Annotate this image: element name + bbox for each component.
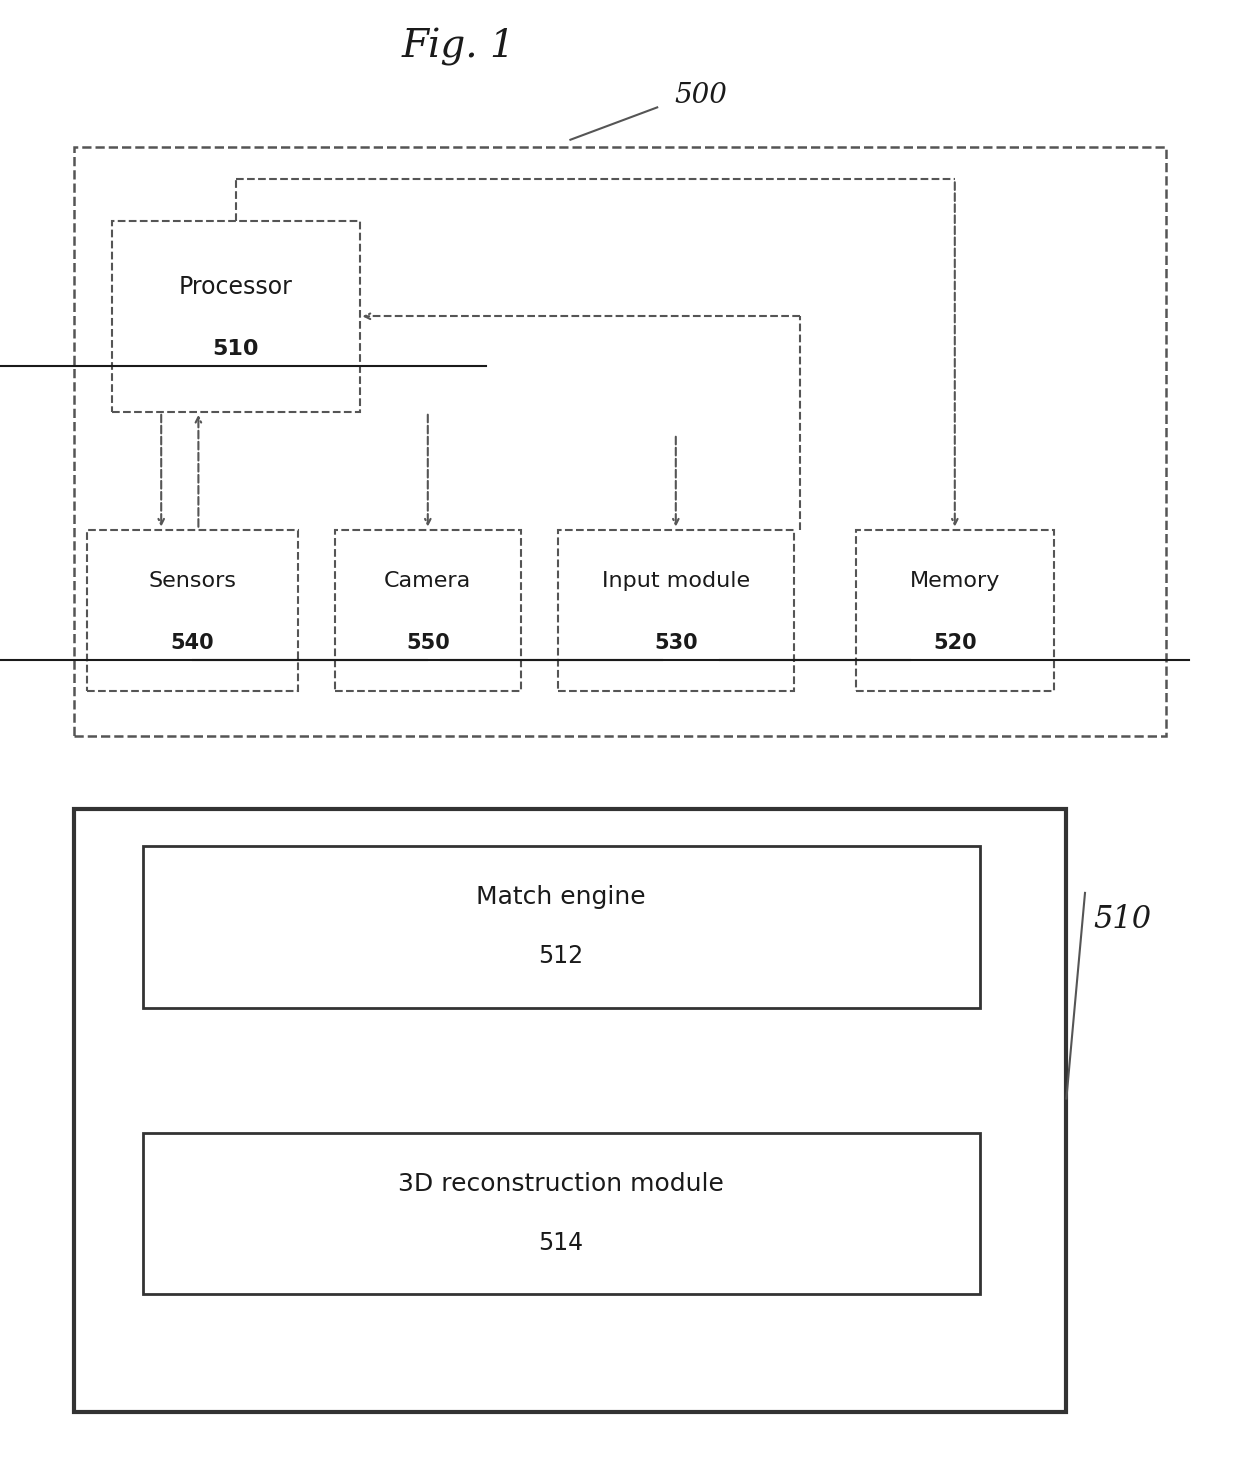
Text: 540: 540	[170, 633, 215, 653]
Text: Camera: Camera	[384, 571, 471, 591]
FancyBboxPatch shape	[74, 809, 1066, 1412]
Text: Processor: Processor	[179, 275, 293, 299]
Text: 500: 500	[675, 82, 727, 109]
Text: 510: 510	[1094, 903, 1151, 936]
Text: Fig. 1: Fig. 1	[402, 28, 516, 66]
FancyBboxPatch shape	[74, 147, 1166, 736]
Text: 520: 520	[932, 633, 977, 653]
Text: 514: 514	[538, 1231, 584, 1255]
Text: Memory: Memory	[910, 571, 999, 591]
FancyBboxPatch shape	[87, 530, 298, 691]
Text: 530: 530	[653, 633, 698, 653]
FancyBboxPatch shape	[558, 530, 794, 691]
Text: 510: 510	[212, 338, 259, 359]
FancyBboxPatch shape	[112, 221, 360, 412]
Text: Input module: Input module	[601, 571, 750, 591]
FancyBboxPatch shape	[856, 530, 1054, 691]
FancyBboxPatch shape	[335, 530, 521, 691]
Text: Match engine: Match engine	[476, 886, 646, 909]
FancyBboxPatch shape	[143, 846, 980, 1008]
Text: 3D reconstruction module: 3D reconstruction module	[398, 1172, 724, 1196]
FancyBboxPatch shape	[143, 1133, 980, 1294]
Text: 512: 512	[538, 944, 584, 968]
Text: 550: 550	[405, 633, 450, 653]
Text: Sensors: Sensors	[149, 571, 236, 591]
